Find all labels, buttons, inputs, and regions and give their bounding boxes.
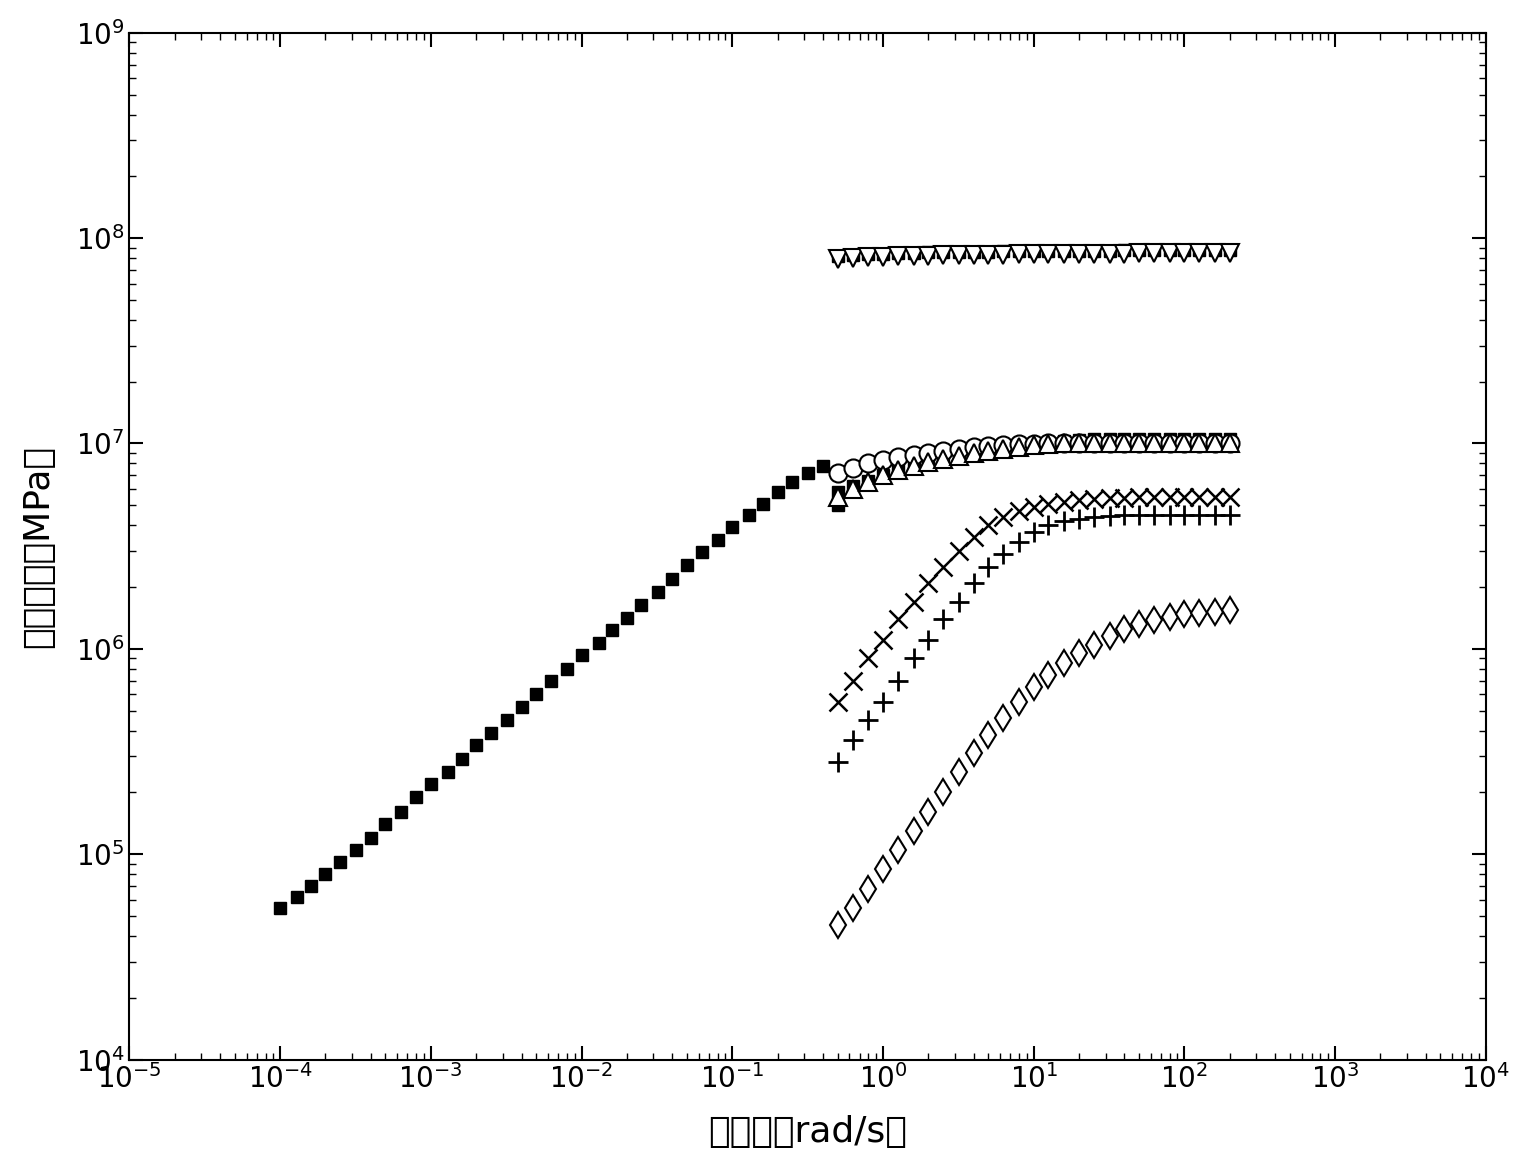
X-axis label: 角频率（rad/s）: 角频率（rad/s） — [709, 1115, 906, 1149]
Y-axis label: 复合模量（MPa）: 复合模量（MPa） — [21, 445, 55, 648]
